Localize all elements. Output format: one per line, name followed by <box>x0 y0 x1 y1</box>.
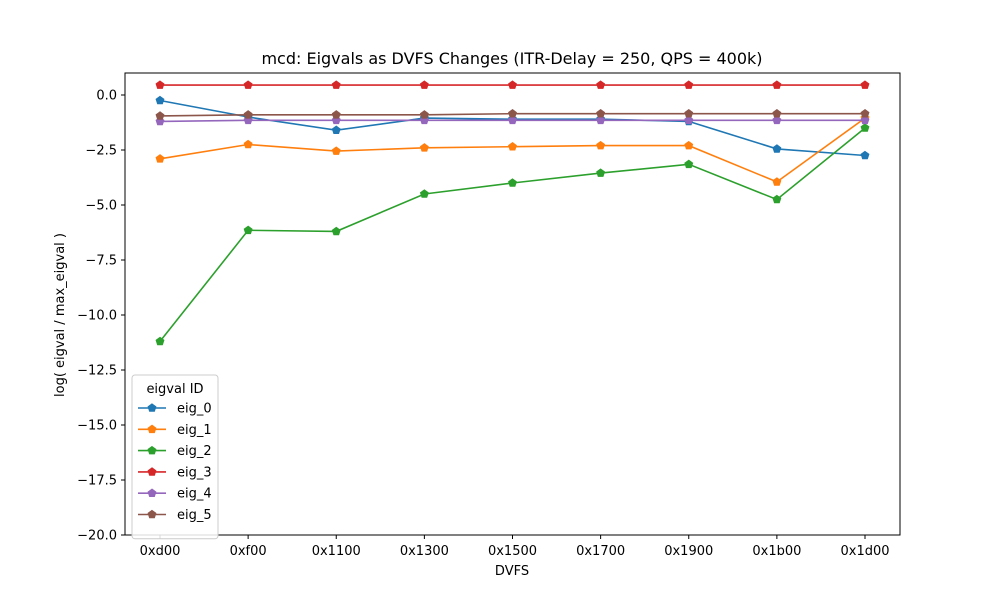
data-point <box>596 115 606 125</box>
data-point <box>684 140 694 150</box>
data-point <box>419 110 429 119</box>
series-eig_3 <box>155 80 870 89</box>
y-tick-label: −12.5 <box>77 364 117 379</box>
data-point <box>331 125 341 135</box>
y-tick-label: −10.0 <box>77 309 117 324</box>
legend-label: eig_0 <box>177 402 212 417</box>
data-point <box>772 109 782 118</box>
y-tick-label: −2.5 <box>85 144 117 159</box>
legend-label: eig_4 <box>177 487 212 502</box>
legend: eigval ID eig_0 eig_1 eig_2 eig_3 eig_4 eig_5 <box>131 374 219 540</box>
data-point <box>243 80 253 89</box>
data-point <box>508 142 517 151</box>
legend-swatch-marker <box>147 445 157 455</box>
data-point <box>772 194 782 204</box>
data-point <box>331 226 341 236</box>
legend-swatch-marker <box>147 509 157 519</box>
data-point <box>155 336 165 346</box>
y-tick-label: −20.0 <box>77 529 117 544</box>
data-point <box>596 80 606 89</box>
x-tick-label: 0x1300 <box>400 544 449 559</box>
data-point <box>860 109 870 118</box>
legend-item-eig_2: eig_2 <box>138 444 212 459</box>
x-axis-label: DVFS <box>495 564 529 579</box>
legend-label: eig_2 <box>177 444 212 459</box>
series-eig_4 <box>155 115 870 126</box>
data-point <box>596 168 606 177</box>
data-point <box>243 139 253 149</box>
data-point <box>155 95 165 105</box>
data-point <box>596 109 606 118</box>
data-point <box>508 80 517 89</box>
x-tick-label: 0x1900 <box>664 544 713 559</box>
legend-item-eig_3: eig_3 <box>138 465 212 480</box>
data-point <box>243 110 253 119</box>
x-tick-label: 0x1b00 <box>752 544 801 559</box>
series-eig_2 <box>155 123 870 346</box>
legend-box <box>131 374 219 540</box>
legend-label: eig_1 <box>177 423 212 438</box>
legend-swatch-marker <box>147 403 157 412</box>
legend-label: eig_3 <box>177 465 212 480</box>
y-tick-label: 0.0 <box>96 89 117 104</box>
y-axis-label: log( eigval / max_eigval ) <box>53 233 68 397</box>
data-point <box>155 154 165 163</box>
x-tick-label: 0x1500 <box>488 544 537 559</box>
data-point <box>684 109 694 118</box>
x-tick-label: 0xf00 <box>230 544 267 559</box>
chart-title: mcd: Eigvals as DVFS Changes (ITR-Delay … <box>261 49 762 68</box>
data-point <box>772 80 782 89</box>
data-point <box>684 159 694 169</box>
series-eig_5 <box>155 109 870 120</box>
data-point <box>419 143 429 152</box>
legend-title: eigval ID <box>146 382 203 397</box>
data-point <box>508 115 517 125</box>
data-point <box>419 80 429 89</box>
data-point <box>331 80 341 89</box>
legend-item-eig_5: eig_5 <box>138 508 212 523</box>
data-point <box>684 80 694 89</box>
x-tick-label: 0xd00 <box>140 544 181 559</box>
data-point <box>508 178 517 187</box>
data-point <box>860 80 870 89</box>
data-point <box>243 225 253 235</box>
data-point <box>860 150 870 160</box>
data-point <box>155 80 165 89</box>
legend-swatch-marker <box>147 467 157 476</box>
data-point <box>860 115 870 125</box>
data-point <box>596 140 606 150</box>
data-point <box>772 177 782 186</box>
x-tick-label: 0x1700 <box>576 544 625 559</box>
data-point <box>331 146 341 155</box>
data-point <box>508 109 517 118</box>
data-point <box>155 111 165 120</box>
x-tick-label: 0x1d00 <box>840 544 889 559</box>
data-point <box>772 144 782 153</box>
data-point <box>772 115 782 125</box>
legend-swatch-marker <box>147 424 157 434</box>
y-tick-label: −15.0 <box>77 419 117 434</box>
plot-area: 0.0 −2.5 −5.0 −7.5 −10.0 −12.5 −15.0 −17.5 −20.0… <box>77 72 901 559</box>
data-point <box>331 110 341 119</box>
y-tick-label: −5.0 <box>85 199 117 214</box>
legend-item-eig_4: eig_4 <box>138 487 212 502</box>
legend-label: eig_5 <box>177 508 212 523</box>
legend-item-eig_0: eig_0 <box>138 402 212 417</box>
x-tick-label: 0x1100 <box>312 544 361 559</box>
legend-item-eig_1: eig_1 <box>138 423 212 438</box>
data-point <box>419 189 429 198</box>
legend-swatch-marker <box>147 488 157 498</box>
data-point <box>860 123 870 132</box>
y-tick-label: −17.5 <box>77 474 117 489</box>
y-tick-label: −7.5 <box>85 254 117 269</box>
data-point <box>684 115 694 125</box>
